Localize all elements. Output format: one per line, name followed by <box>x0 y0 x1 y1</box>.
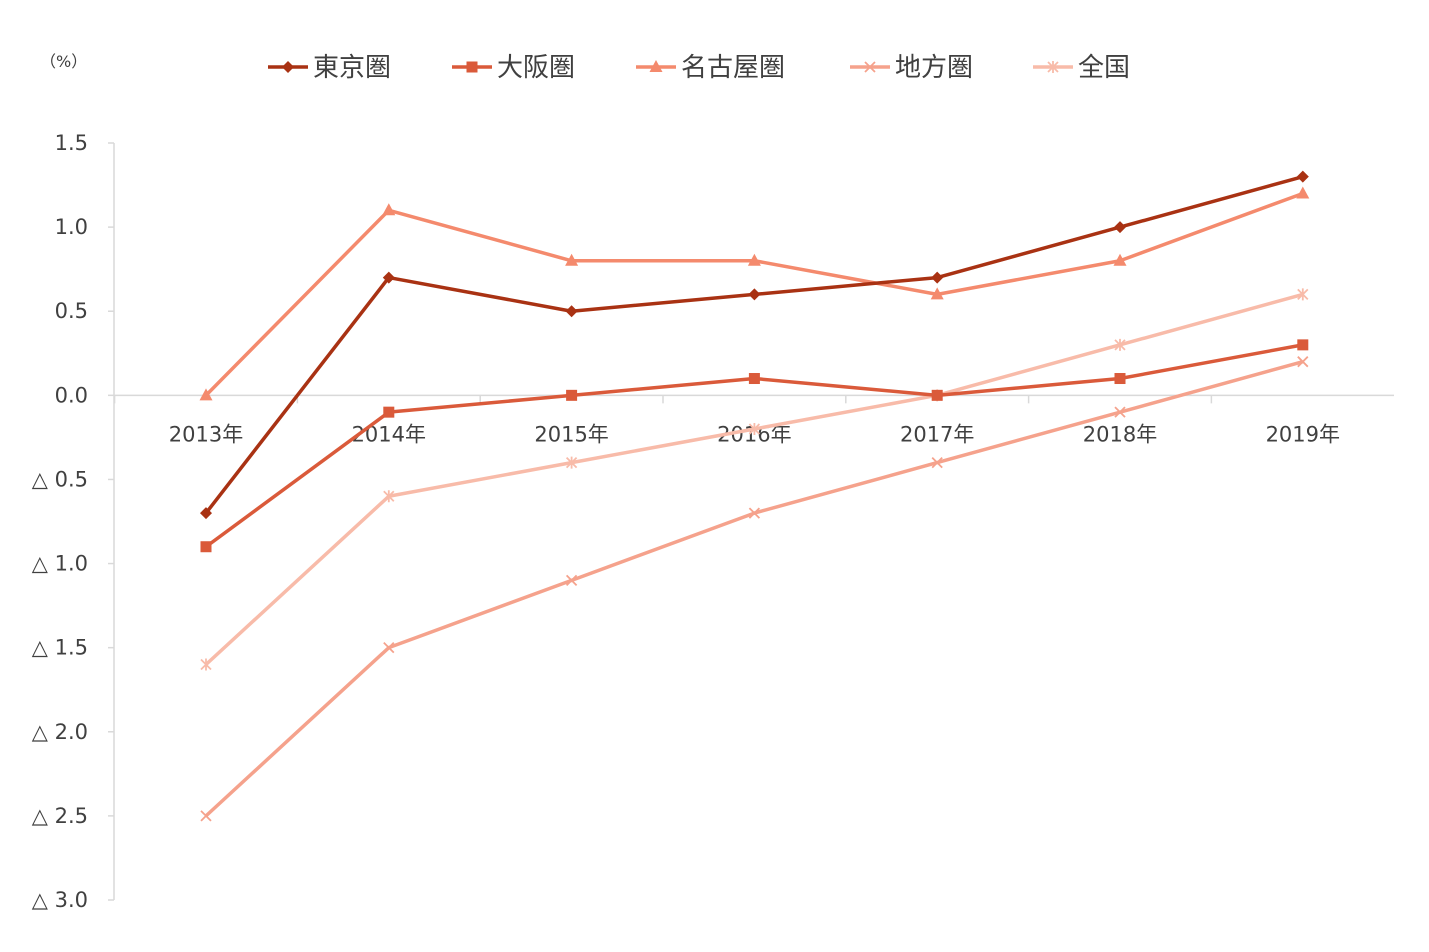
x-tick-label: 2014年 <box>352 422 426 446</box>
data-point <box>383 490 395 503</box>
unit-label: （%） <box>40 52 87 71</box>
y-tick-label: 0.5 <box>55 299 88 323</box>
data-point <box>200 810 212 822</box>
series-line <box>204 292 1304 666</box>
data-point <box>931 456 943 469</box>
y-tick-label: △ 3.0 <box>32 888 88 912</box>
data-point <box>199 388 213 401</box>
legend-marker <box>282 61 294 73</box>
legend-item: 大阪圏 <box>452 53 575 83</box>
legend-item: 東京圏 <box>268 53 391 83</box>
data-point <box>565 574 578 587</box>
y-tick-label: 1.0 <box>55 215 88 239</box>
y-tick-label: △ 2.5 <box>32 804 88 828</box>
data-point <box>200 541 212 553</box>
data-point <box>1297 339 1309 351</box>
data-point <box>565 253 579 266</box>
data-point <box>382 271 395 284</box>
legend: 東京圏 大阪圏 名古屋圏 地方圏 全国 <box>268 53 1130 83</box>
data-point <box>1113 253 1127 266</box>
data-point <box>748 288 761 301</box>
legend-label: 大阪圏 <box>497 53 575 83</box>
x-tick-label: 2017年 <box>900 422 974 446</box>
y-tick-label: △ 0.5 <box>32 467 88 491</box>
legend-marker <box>649 60 663 72</box>
data-point <box>1114 221 1126 234</box>
series-1 <box>200 170 1309 520</box>
data-point <box>383 406 395 418</box>
legend-item: 全国 <box>1033 53 1130 83</box>
data-point <box>930 287 944 300</box>
x-tick-label: 2013年 <box>169 422 243 446</box>
data-point <box>565 305 578 318</box>
data-point <box>748 422 761 435</box>
legend-label: 東京圏 <box>313 53 391 83</box>
legend-marker <box>466 61 478 73</box>
legend-label: 名古屋圏 <box>681 53 785 83</box>
series-2 <box>200 339 1309 553</box>
legend-item: 地方圏 <box>850 53 973 83</box>
data-point <box>383 642 395 654</box>
data-point <box>200 507 212 520</box>
data-point <box>200 658 212 671</box>
data-point <box>1114 406 1126 418</box>
data-point <box>748 373 760 385</box>
data-point <box>1297 356 1309 368</box>
data-point <box>931 389 943 401</box>
legend-item: 名古屋圏 <box>636 53 785 83</box>
legend-marker <box>864 61 876 73</box>
legend-label: 全国 <box>1078 53 1130 83</box>
y-tick-label: 1.5 <box>55 131 88 155</box>
data-point <box>382 203 396 216</box>
y-tick-label: △ 1.5 <box>32 636 88 660</box>
x-tick-label: 2019年 <box>1266 422 1340 446</box>
data-point <box>747 253 761 266</box>
legend-label: 地方圏 <box>895 53 973 83</box>
y-tick-label: △ 1.0 <box>32 552 88 576</box>
series-3 <box>199 186 1310 401</box>
x-tick-label: 2018年 <box>1083 422 1157 446</box>
data-point <box>1296 170 1309 183</box>
data-point <box>1114 373 1126 385</box>
axes: 1.5 1.0 0.5 0.0 △ 0.5 △ 1.0 △ 1.5 △ 2.0 △ 2.5 △ 3… <box>32 131 1394 912</box>
data-point <box>565 456 578 469</box>
legend-marker <box>1047 61 1059 73</box>
x-tick-label: 2015年 <box>534 422 608 446</box>
data-point <box>1296 186 1310 199</box>
y-tick-label: △ 2.0 <box>32 720 88 744</box>
data-point <box>1114 338 1126 351</box>
y-tick-label: 0.0 <box>55 383 88 407</box>
data-point <box>931 271 944 284</box>
data-point <box>1297 288 1309 301</box>
series-4 <box>200 356 1309 822</box>
series-5 <box>200 288 1309 671</box>
series-layer <box>199 170 1310 822</box>
data-point <box>748 507 761 519</box>
data-point <box>566 389 578 401</box>
